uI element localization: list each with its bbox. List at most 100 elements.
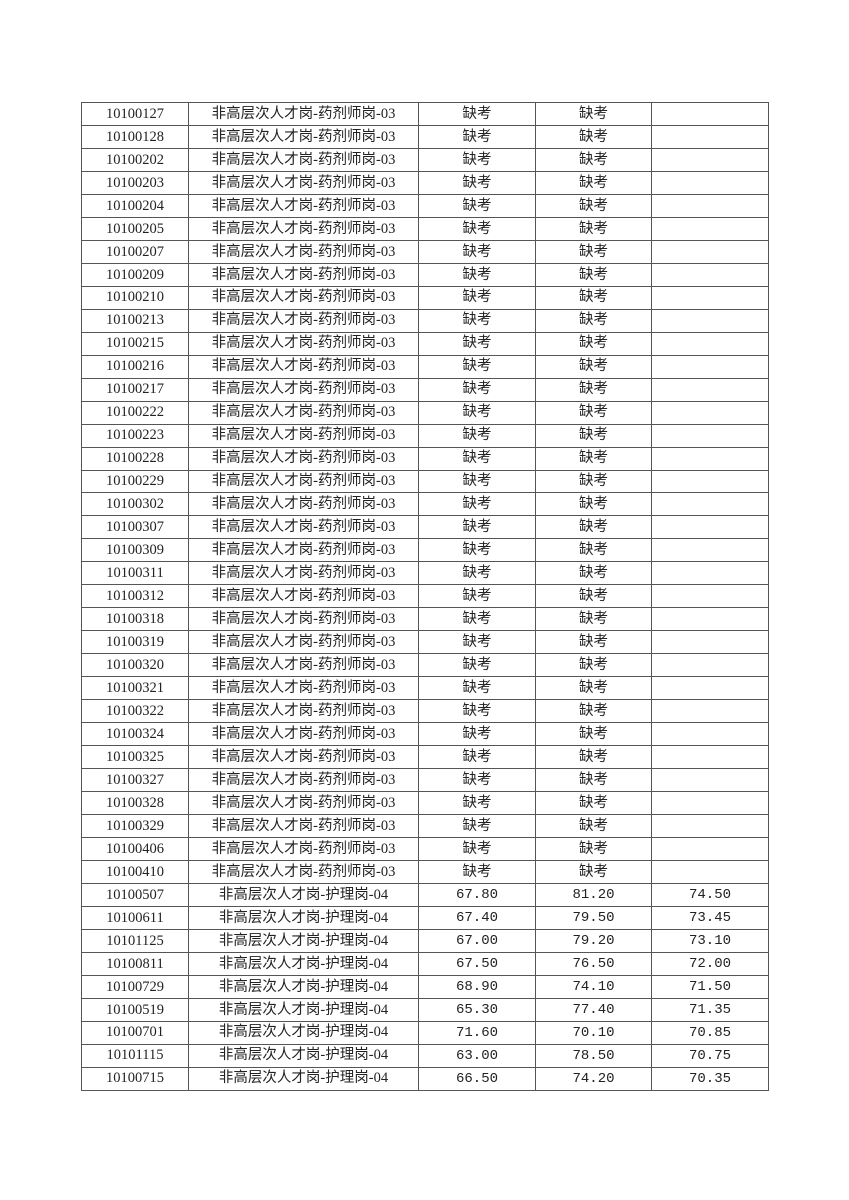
position-cell: 非高层次人才岗-药剂师岗-03 — [188, 791, 419, 816]
total-score-cell — [651, 239, 769, 264]
candidate-id-cell: 10101115 — [81, 1043, 189, 1068]
position-cell: 非高层次人才岗-药剂师岗-03 — [188, 308, 419, 333]
total-score-cell — [651, 837, 769, 861]
candidate-id-cell: 10100205 — [81, 216, 189, 241]
total-score-cell — [651, 469, 769, 494]
total-score-cell — [651, 722, 769, 747]
candidate-id-cell: 10100322 — [81, 699, 189, 724]
total-score-cell — [651, 216, 769, 241]
interview-score-cell: 缺考 — [535, 331, 652, 356]
total-score-cell: 73.10 — [651, 928, 769, 953]
candidate-id-cell: 10100203 — [81, 170, 189, 195]
interview-score-cell: 79.20 — [535, 928, 652, 953]
candidate-id-cell: 10100320 — [81, 653, 189, 678]
total-score-cell — [651, 377, 769, 402]
candidate-id-cell: 10100701 — [81, 1020, 189, 1045]
interview-score-cell: 缺考 — [535, 584, 652, 609]
position-cell: 非高层次人才岗-药剂师岗-03 — [188, 469, 419, 494]
position-cell: 非高层次人才岗-药剂师岗-03 — [188, 239, 419, 264]
total-score-cell — [651, 262, 769, 287]
interview-score-cell: 缺考 — [535, 837, 652, 861]
position-cell: 非高层次人才岗-药剂师岗-03 — [188, 400, 419, 425]
candidate-id-cell: 10100207 — [81, 239, 189, 264]
written-score-cell: 缺考 — [418, 400, 536, 425]
total-score-cell — [651, 653, 769, 678]
position-cell: 非高层次人才岗-药剂师岗-03 — [188, 124, 419, 149]
table-row: 10100216 非高层次人才岗-药剂师岗-03 缺考 缺考 — [81, 354, 769, 379]
table-row: 10100701 非高层次人才岗-护理岗-04 71.60 70.10 70.85 — [81, 1020, 769, 1045]
interview-score-cell: 76.50 — [535, 951, 652, 976]
total-score-cell — [651, 538, 769, 563]
candidate-id-cell: 10100611 — [81, 905, 189, 930]
position-cell: 非高层次人才岗-药剂师岗-03 — [188, 768, 419, 793]
candidate-id-cell: 10100319 — [81, 630, 189, 655]
table-row: 10100319 非高层次人才岗-药剂师岗-03 缺考 缺考 — [81, 630, 769, 655]
interview-score-cell: 81.20 — [535, 882, 652, 907]
position-cell: 非高层次人才岗-药剂师岗-03 — [188, 515, 419, 540]
table-row: 10100307 非高层次人才岗-药剂师岗-03 缺考 缺考 — [81, 515, 769, 540]
table-row: 10100309 非高层次人才岗-药剂师岗-03 缺考 缺考 — [81, 538, 769, 563]
written-score-cell: 缺考 — [418, 584, 536, 609]
candidate-id-cell: 10100202 — [81, 147, 189, 172]
total-score-cell: 73.45 — [651, 905, 769, 930]
candidate-id-cell: 10100213 — [81, 308, 189, 333]
table-row: 10100128 非高层次人才岗-药剂师岗-03 缺考 缺考 — [81, 124, 769, 149]
written-score-cell: 67.50 — [418, 951, 536, 976]
table-row: 10100209 非高层次人才岗-药剂师岗-03 缺考 缺考 — [81, 262, 769, 287]
candidate-id-cell: 10100128 — [81, 124, 189, 149]
table-row: 10100320 非高层次人才岗-药剂师岗-03 缺考 缺考 — [81, 653, 769, 678]
interview-score-cell: 缺考 — [535, 423, 652, 448]
table-row: 10100203 非高层次人才岗-药剂师岗-03 缺考 缺考 — [81, 170, 769, 195]
interview-score-cell: 缺考 — [535, 699, 652, 724]
table-row: 10101125 非高层次人才岗-护理岗-04 67.00 79.20 73.10 — [81, 928, 769, 953]
table-row: 10100325 非高层次人才岗-药剂师岗-03 缺考 缺考 — [81, 745, 769, 770]
candidate-id-cell: 10100507 — [81, 882, 189, 907]
position-cell: 非高层次人才岗-药剂师岗-03 — [188, 584, 419, 609]
interview-score-cell: 缺考 — [535, 102, 652, 126]
table-row: 10100318 非高层次人才岗-药剂师岗-03 缺考 缺考 — [81, 607, 769, 632]
table-row: 10100410 非高层次人才岗-药剂师岗-03 缺考 缺考 — [81, 859, 769, 884]
position-cell: 非高层次人才岗-药剂师岗-03 — [188, 354, 419, 379]
total-score-cell: 70.75 — [651, 1043, 769, 1068]
interview-score-cell: 78.50 — [535, 1043, 652, 1068]
table-row: 10100213 非高层次人才岗-药剂师岗-03 缺考 缺考 — [81, 308, 769, 333]
written-score-cell: 缺考 — [418, 124, 536, 149]
table-row: 10100205 非高层次人才岗-药剂师岗-03 缺考 缺考 — [81, 216, 769, 241]
total-score-cell: 70.35 — [651, 1066, 769, 1091]
interview-score-cell: 缺考 — [535, 354, 652, 379]
total-score-cell — [651, 791, 769, 816]
position-cell: 非高层次人才岗-护理岗-04 — [188, 974, 419, 999]
written-score-cell: 缺考 — [418, 837, 536, 861]
position-cell: 非高层次人才岗-药剂师岗-03 — [188, 837, 419, 861]
written-score-cell: 缺考 — [418, 745, 536, 770]
written-score-cell: 67.80 — [418, 882, 536, 907]
score-table-body: 10100127 非高层次人才岗-药剂师岗-03 缺考 缺考 10100128 非高层次人… — [81, 102, 769, 1091]
total-score-cell — [651, 446, 769, 471]
total-score-cell — [651, 607, 769, 632]
written-score-cell: 缺考 — [418, 331, 536, 356]
interview-score-cell: 缺考 — [535, 561, 652, 586]
candidate-id-cell: 10100811 — [81, 951, 189, 976]
total-score-cell — [651, 147, 769, 172]
table-row: 10100312 非高层次人才岗-药剂师岗-03 缺考 缺考 — [81, 584, 769, 609]
interview-score-cell: 缺考 — [535, 745, 652, 770]
position-cell: 非高层次人才岗-药剂师岗-03 — [188, 699, 419, 724]
written-score-cell: 缺考 — [418, 285, 536, 310]
written-score-cell: 缺考 — [418, 768, 536, 793]
interview-score-cell: 缺考 — [535, 170, 652, 195]
interview-score-cell: 70.10 — [535, 1020, 652, 1045]
interview-score-cell: 缺考 — [535, 515, 652, 540]
position-cell: 非高层次人才岗-护理岗-04 — [188, 905, 419, 930]
position-cell: 非高层次人才岗-药剂师岗-03 — [188, 216, 419, 241]
interview-score-cell: 74.20 — [535, 1066, 652, 1091]
position-cell: 非高层次人才岗-药剂师岗-03 — [188, 377, 419, 402]
position-cell: 非高层次人才岗-护理岗-04 — [188, 1020, 419, 1045]
interview-score-cell: 缺考 — [535, 653, 652, 678]
total-score-cell — [651, 768, 769, 793]
table-row: 10100302 非高层次人才岗-药剂师岗-03 缺考 缺考 — [81, 492, 769, 517]
total-score-cell — [651, 102, 769, 126]
interview-score-cell: 缺考 — [535, 630, 652, 655]
position-cell: 非高层次人才岗-药剂师岗-03 — [188, 722, 419, 747]
candidate-id-cell: 10100715 — [81, 1066, 189, 1091]
table-row: 10100611 非高层次人才岗-护理岗-04 67.40 79.50 73.45 — [81, 905, 769, 930]
